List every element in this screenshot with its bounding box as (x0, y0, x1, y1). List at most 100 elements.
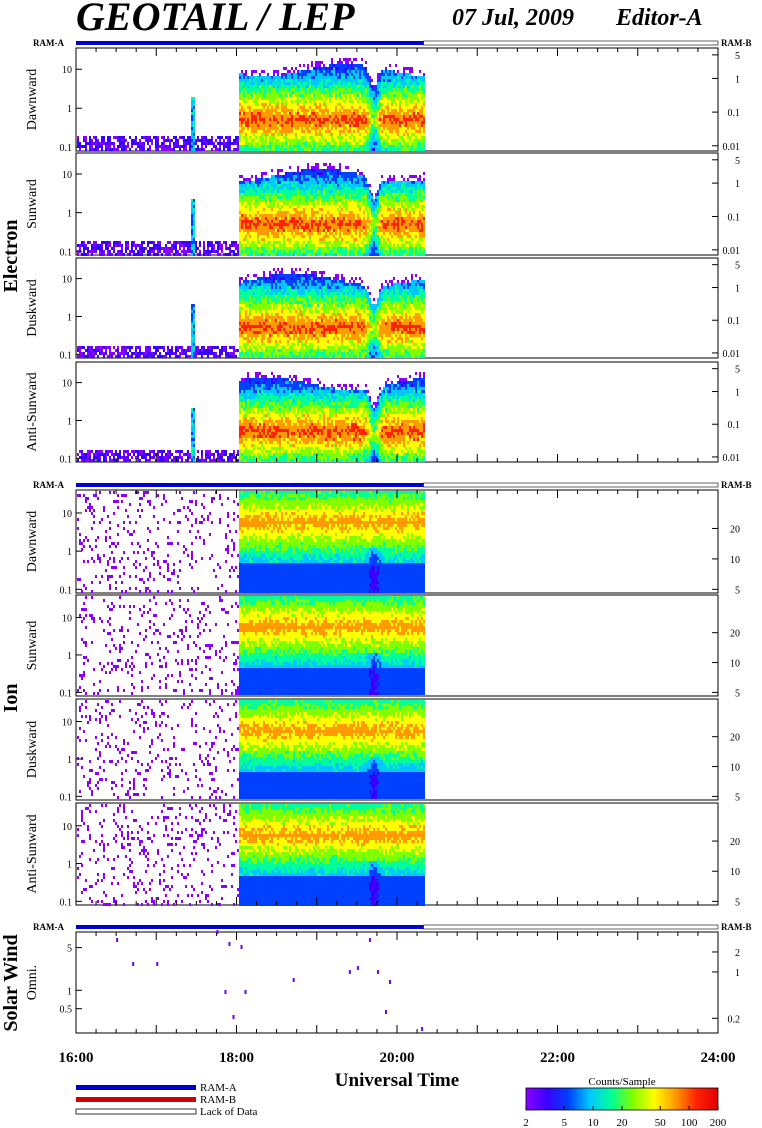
spectrogram-cell (301, 196, 303, 199)
spectrogram-cell (365, 88, 367, 91)
spectrogram-cell (289, 184, 291, 187)
spectrogram-cell (321, 97, 323, 100)
spectrogram-cell (333, 190, 335, 193)
spectrogram-cell (275, 187, 277, 190)
spectrogram-cell (343, 172, 345, 175)
spectrogram-cell (363, 181, 365, 184)
spectrogram-cell (323, 67, 325, 70)
spectrogram-cell (243, 100, 245, 103)
spectrogram-cell (359, 106, 361, 109)
spectrogram-cell (335, 199, 337, 202)
spectrogram-cell (359, 205, 361, 208)
spectrogram-cell (343, 127, 345, 130)
spectrogram-cell (303, 145, 305, 148)
spectrogram-cell (379, 82, 381, 85)
spectrogram-cell (333, 244, 335, 247)
spectrogram-cell (391, 115, 393, 118)
spectrogram-cell (377, 82, 379, 85)
spectrogram-cell (307, 202, 309, 205)
spectrogram-cell (263, 250, 265, 253)
spectrogram-cell (417, 82, 419, 85)
spectrogram-cell (347, 217, 349, 220)
spectrogram-cell (349, 184, 351, 187)
spectrogram-cell (327, 232, 329, 235)
spectrogram-cell (351, 73, 353, 76)
spectrogram-cell (315, 199, 317, 202)
spectrogram-cell (245, 235, 247, 238)
spectrogram-cell (183, 250, 185, 253)
spectrogram-cell (287, 133, 289, 136)
spectrogram-cell (309, 208, 311, 211)
spectrogram-cell (101, 136, 103, 139)
spectrogram-cell (417, 142, 419, 145)
spectrogram-cell (299, 79, 301, 82)
spectrogram-cell (277, 172, 279, 175)
spectrogram-cell (361, 115, 363, 118)
spectrogram-cell (109, 148, 111, 151)
spectrogram-cell (353, 199, 355, 202)
spectrogram-cell (349, 91, 351, 94)
spectrogram-cell (351, 184, 353, 187)
spectrogram-cell (391, 94, 393, 97)
spectrogram-cell (349, 211, 351, 214)
spectrogram-cell (277, 145, 279, 148)
spectrogram-cell (415, 136, 417, 139)
spectrogram-cell (249, 214, 251, 217)
spectrogram-cell (317, 115, 319, 118)
spectrogram-cell (383, 100, 385, 103)
spectrogram-cell (83, 253, 85, 256)
spectrogram-cell (267, 142, 269, 145)
spectrogram-cell (373, 115, 375, 118)
spectrogram-cell (417, 112, 419, 115)
spectrogram-cell (311, 247, 313, 250)
spectrogram-cell (287, 208, 289, 211)
spectrogram-cell (279, 124, 281, 127)
spectrogram-cell (279, 79, 281, 82)
spectrogram-cell (315, 130, 317, 133)
spectrogram-cell (283, 181, 285, 184)
spectrogram-cell (117, 250, 119, 253)
spectrogram-cell (273, 244, 275, 247)
spectrogram-cell (145, 247, 147, 250)
spectrogram-cell (275, 232, 277, 235)
spectrogram-cell (179, 145, 181, 148)
spectrogram-cell (285, 211, 287, 214)
spectrogram-cell (263, 91, 265, 94)
spectrogram-cell (337, 211, 339, 214)
spectrogram-cell (287, 145, 289, 148)
spectrogram-cell (285, 253, 287, 256)
spectrogram-cell (331, 133, 333, 136)
spectrogram-cell (279, 112, 281, 115)
spectrogram-cell (295, 148, 297, 151)
spectrogram-cell (325, 172, 327, 175)
spectrogram-cell (355, 103, 357, 106)
spectrogram-cell (255, 133, 257, 136)
spectrogram-cell (331, 202, 333, 205)
spectrogram-cell (351, 79, 353, 82)
spectrogram-cell (353, 226, 355, 229)
spectrogram-cell (359, 76, 361, 79)
spectrogram-cell (365, 226, 367, 229)
spectrogram-cell (153, 250, 155, 253)
spectrogram-cell (297, 136, 299, 139)
spectrogram-cell (299, 193, 301, 196)
spectrogram-cell (323, 253, 325, 256)
spectrogram-cell (101, 142, 103, 145)
spectrogram-cell (293, 94, 295, 97)
spectrogram-cell (321, 202, 323, 205)
spectrogram-cell (369, 136, 371, 139)
spectrogram-cell (395, 136, 397, 139)
spectrogram-cell (365, 139, 367, 142)
spectrogram-cell (359, 199, 361, 202)
spectrogram-cell (281, 142, 283, 145)
spectrogram-cell (135, 253, 137, 256)
spectrogram-cell (351, 121, 353, 124)
spectrogram-cell (327, 82, 329, 85)
spectrogram-cell (323, 211, 325, 214)
spectrogram-cell (361, 205, 363, 208)
spectrogram-cell (321, 178, 323, 181)
spectrogram-cell (423, 127, 425, 130)
spectrogram-cell (193, 217, 195, 220)
spectrogram-cell (241, 184, 243, 187)
spectrogram-cell (339, 139, 341, 142)
